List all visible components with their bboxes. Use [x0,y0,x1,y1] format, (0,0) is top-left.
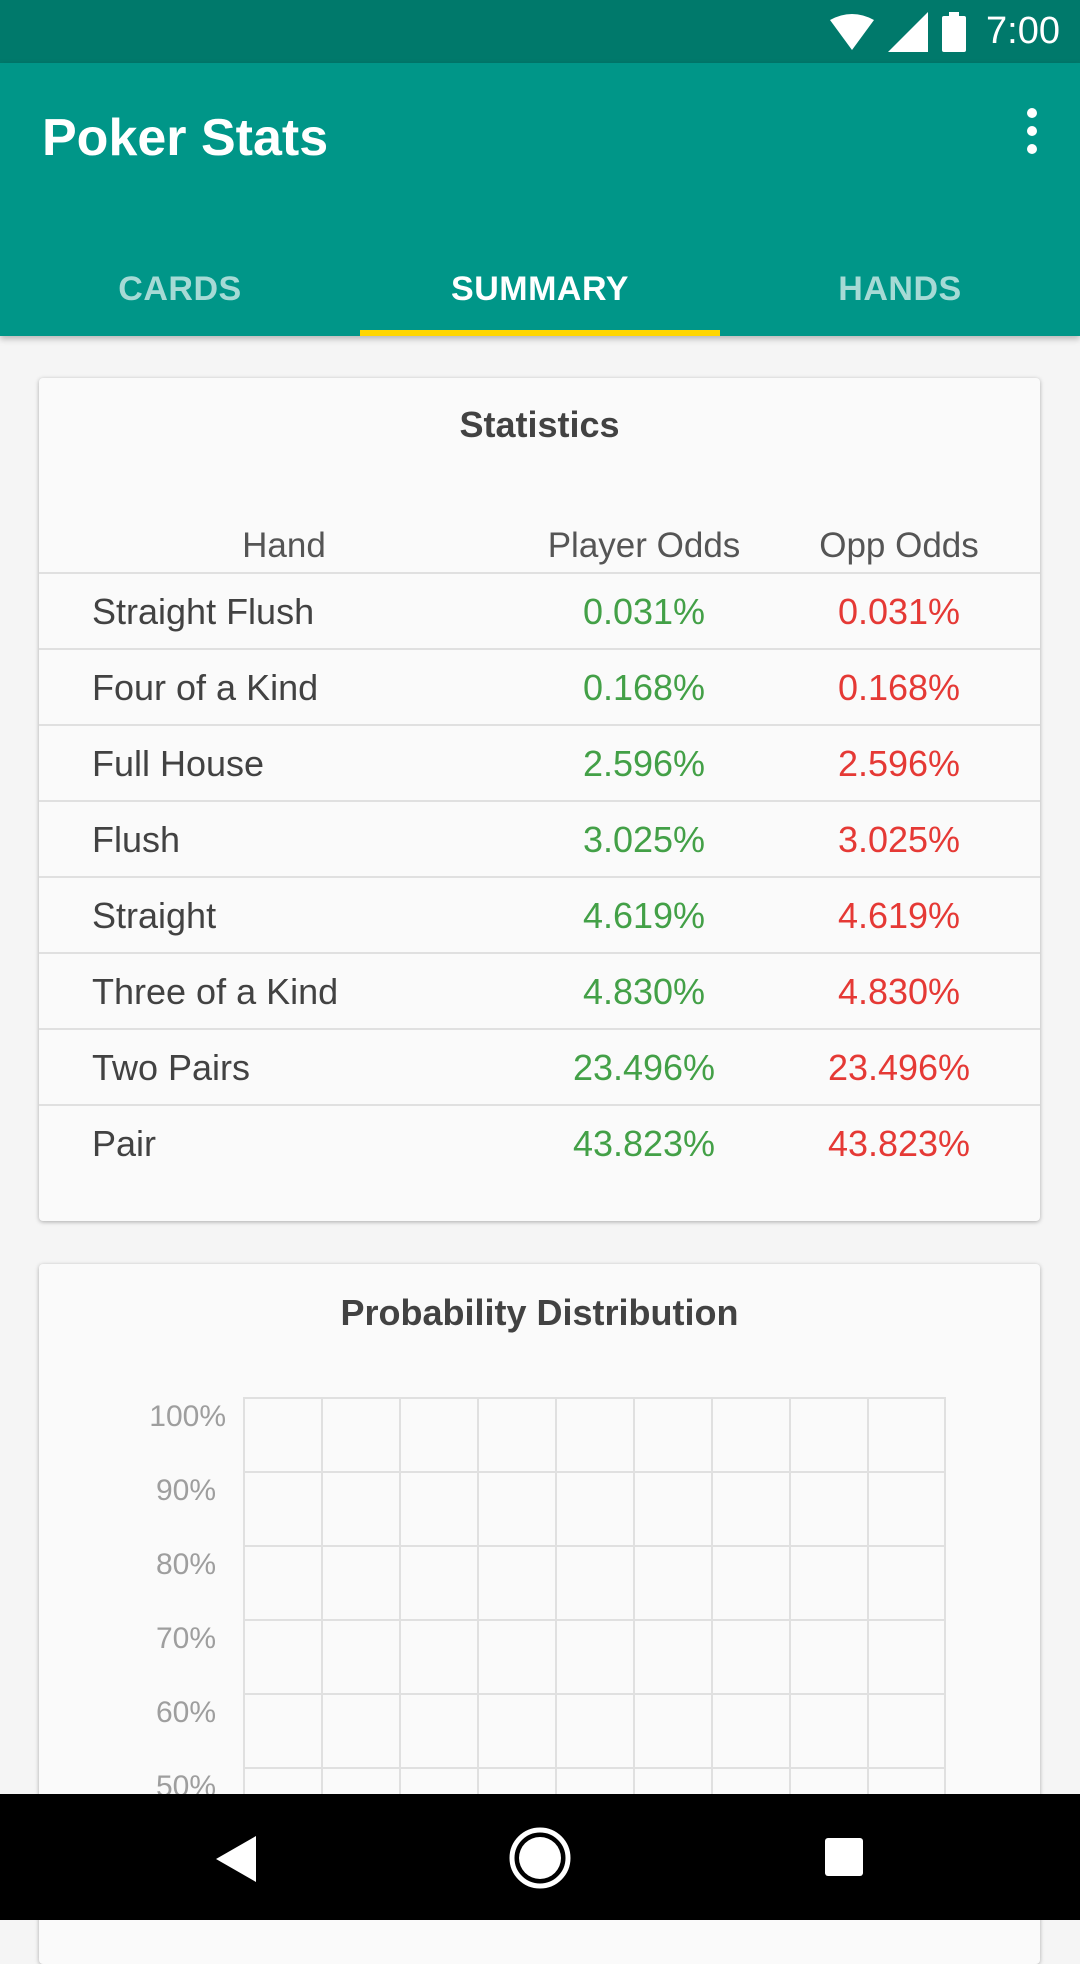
chart-title: Probability Distribution [340,1292,739,1333]
opp-odds: 0.168% [837,667,961,708]
table-row: Straight 4.619% 4.619% [39,876,1040,954]
table-row: Four of a Kind 0.168% 0.168% [39,648,1040,726]
navigation-bar [0,1794,1080,1920]
hand-name: Two Pairs [92,1047,251,1088]
player-odds: 3.025% [582,819,706,860]
battery-icon [942,11,967,52]
overflow-menu-icon[interactable] [1004,103,1060,159]
y-axis-label: 100% [149,1400,226,1433]
app-bar: Poker Stats CARDS SUMMARY HANDS [0,63,1080,336]
y-axis-label: 90% [155,1474,216,1507]
statistics-header-row: Hand Player Odds Opp Odds [39,508,1040,584]
opp-odds: 0.031% [837,591,961,632]
signal-icon [888,11,929,52]
tab-cards[interactable]: CARDS [118,270,242,308]
hand-name: Flush [92,819,181,860]
recents-icon[interactable] [823,1836,865,1878]
player-odds: 4.830% [582,971,706,1012]
y-axis-label: 70% [155,1622,216,1655]
tab-summary[interactable]: SUMMARY [360,243,720,336]
y-axis-label: 60% [155,1696,216,1729]
player-odds: 0.031% [582,591,706,632]
hand-name: Straight Flush [92,591,315,632]
opp-odds: 43.823% [827,1123,971,1164]
player-odds: 2.596% [582,743,706,784]
player-odds: 0.168% [582,667,706,708]
table-row: Full House 2.596% 2.596% [39,724,1040,802]
statistics-card: Statistics Hand Player Odds Opp Odds Str… [39,378,1040,1221]
table-row: Pair 43.823% 43.823% [39,1104,1040,1182]
app-title: Poker Stats [42,109,329,167]
header-opp-odds: Opp Odds [819,526,979,565]
hand-name: Full House [92,743,265,784]
status-time: 7:00 [986,10,1060,52]
header-player-odds: Player Odds [547,526,741,565]
wifi-icon [830,13,875,50]
y-axis-label: 80% [155,1548,216,1581]
table-row: Straight Flush 0.031% 0.031% [39,572,1040,650]
tab-hands[interactable]: HANDS [838,270,962,308]
tab-bar: CARDS SUMMARY HANDS [0,243,1080,336]
hand-name: Three of a Kind [92,971,339,1012]
table-row: Two Pairs 23.496% 23.496% [39,1028,1040,1106]
player-odds: 23.496% [572,1047,716,1088]
statistics-title: Statistics [459,404,620,445]
status-bar: 7:00 [0,0,1080,63]
home-icon[interactable] [508,1826,572,1890]
opp-odds: 3.025% [837,819,961,860]
table-row: Flush 3.025% 3.025% [39,800,1040,878]
opp-odds: 23.496% [827,1047,971,1088]
hand-name: Four of a Kind [92,667,319,708]
player-odds: 4.619% [582,895,706,936]
back-icon[interactable] [212,1834,258,1884]
opp-odds: 2.596% [837,743,961,784]
opp-odds: 4.830% [837,971,961,1012]
status-icons: 7:00 [830,0,1060,63]
chart-grid [243,1397,946,1797]
hand-name: Pair [92,1123,157,1164]
hand-name: Straight [92,895,217,936]
opp-odds: 4.619% [837,895,961,936]
table-row: Three of a Kind 4.830% 4.830% [39,952,1040,1030]
header-hand: Hand [242,526,326,565]
player-odds: 43.823% [572,1123,716,1164]
